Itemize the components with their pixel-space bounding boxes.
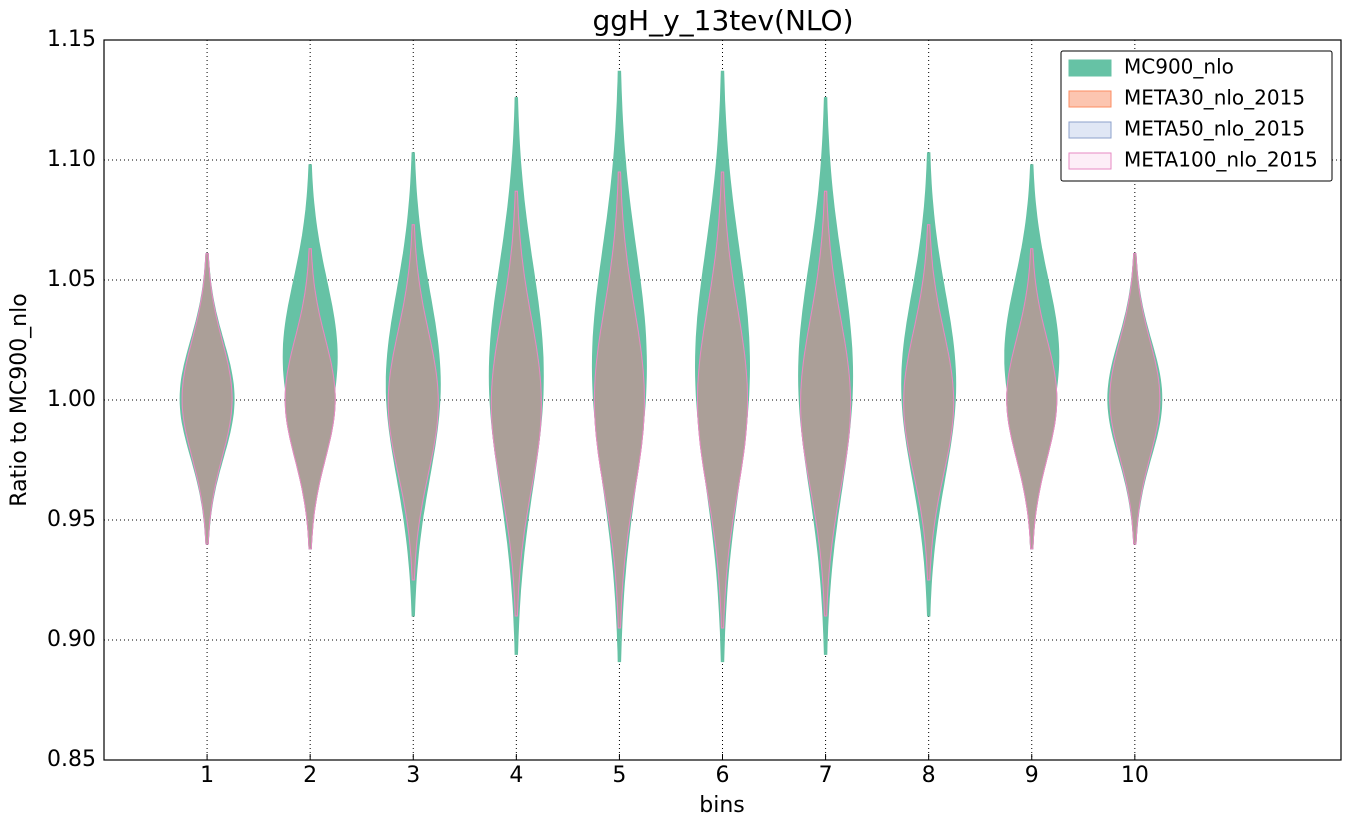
violin [1109, 253, 1161, 545]
legend-swatch [1068, 59, 1112, 77]
x-tick-label: 7 [819, 763, 833, 788]
plot-frame [103, 39, 1342, 761]
legend-label: META30_nlo_2015 [1124, 86, 1305, 110]
legend-label: MC900_nlo [1124, 55, 1234, 79]
x-tick-label: 8 [922, 763, 936, 788]
x-axis-label: bins [699, 793, 744, 818]
violin [800, 190, 852, 617]
violin [903, 224, 955, 581]
legend-label: META100_nlo_2015 [1124, 148, 1318, 172]
violin [593, 171, 645, 629]
legend-swatch [1068, 121, 1112, 139]
violin [696, 171, 749, 629]
violin [284, 248, 336, 550]
x-tick-label: 6 [716, 763, 730, 788]
y-tick-label: 1.10 [47, 147, 96, 172]
y-tick-label: 0.95 [47, 507, 96, 532]
legend-box [1060, 50, 1333, 182]
x-tick-label: 1 [200, 763, 214, 788]
y-axis-label: Ratio to MC900_nlo [7, 293, 32, 506]
x-tick-label: 2 [303, 763, 317, 788]
violin [181, 253, 233, 545]
violin [490, 190, 542, 617]
violin [1006, 248, 1058, 550]
legend-label: META50_nlo_2015 [1124, 117, 1305, 141]
x-tick-label: 5 [612, 763, 626, 788]
y-tick-label: 1.00 [47, 387, 96, 412]
x-tick-label: 4 [509, 763, 523, 788]
y-tick-label: 1.05 [47, 267, 96, 292]
chart-title: ggH_y_13tev(NLO) [592, 4, 853, 37]
y-tick-label: 0.85 [47, 747, 96, 772]
violin [387, 224, 439, 581]
x-tick-label: 10 [1121, 763, 1149, 788]
x-tick-label: 3 [406, 763, 420, 788]
legend-swatch [1068, 152, 1112, 170]
legend-swatch [1068, 90, 1112, 108]
y-tick-label: 1.15 [47, 27, 96, 52]
y-tick-label: 0.90 [47, 627, 96, 652]
x-tick-label: 9 [1025, 763, 1039, 788]
